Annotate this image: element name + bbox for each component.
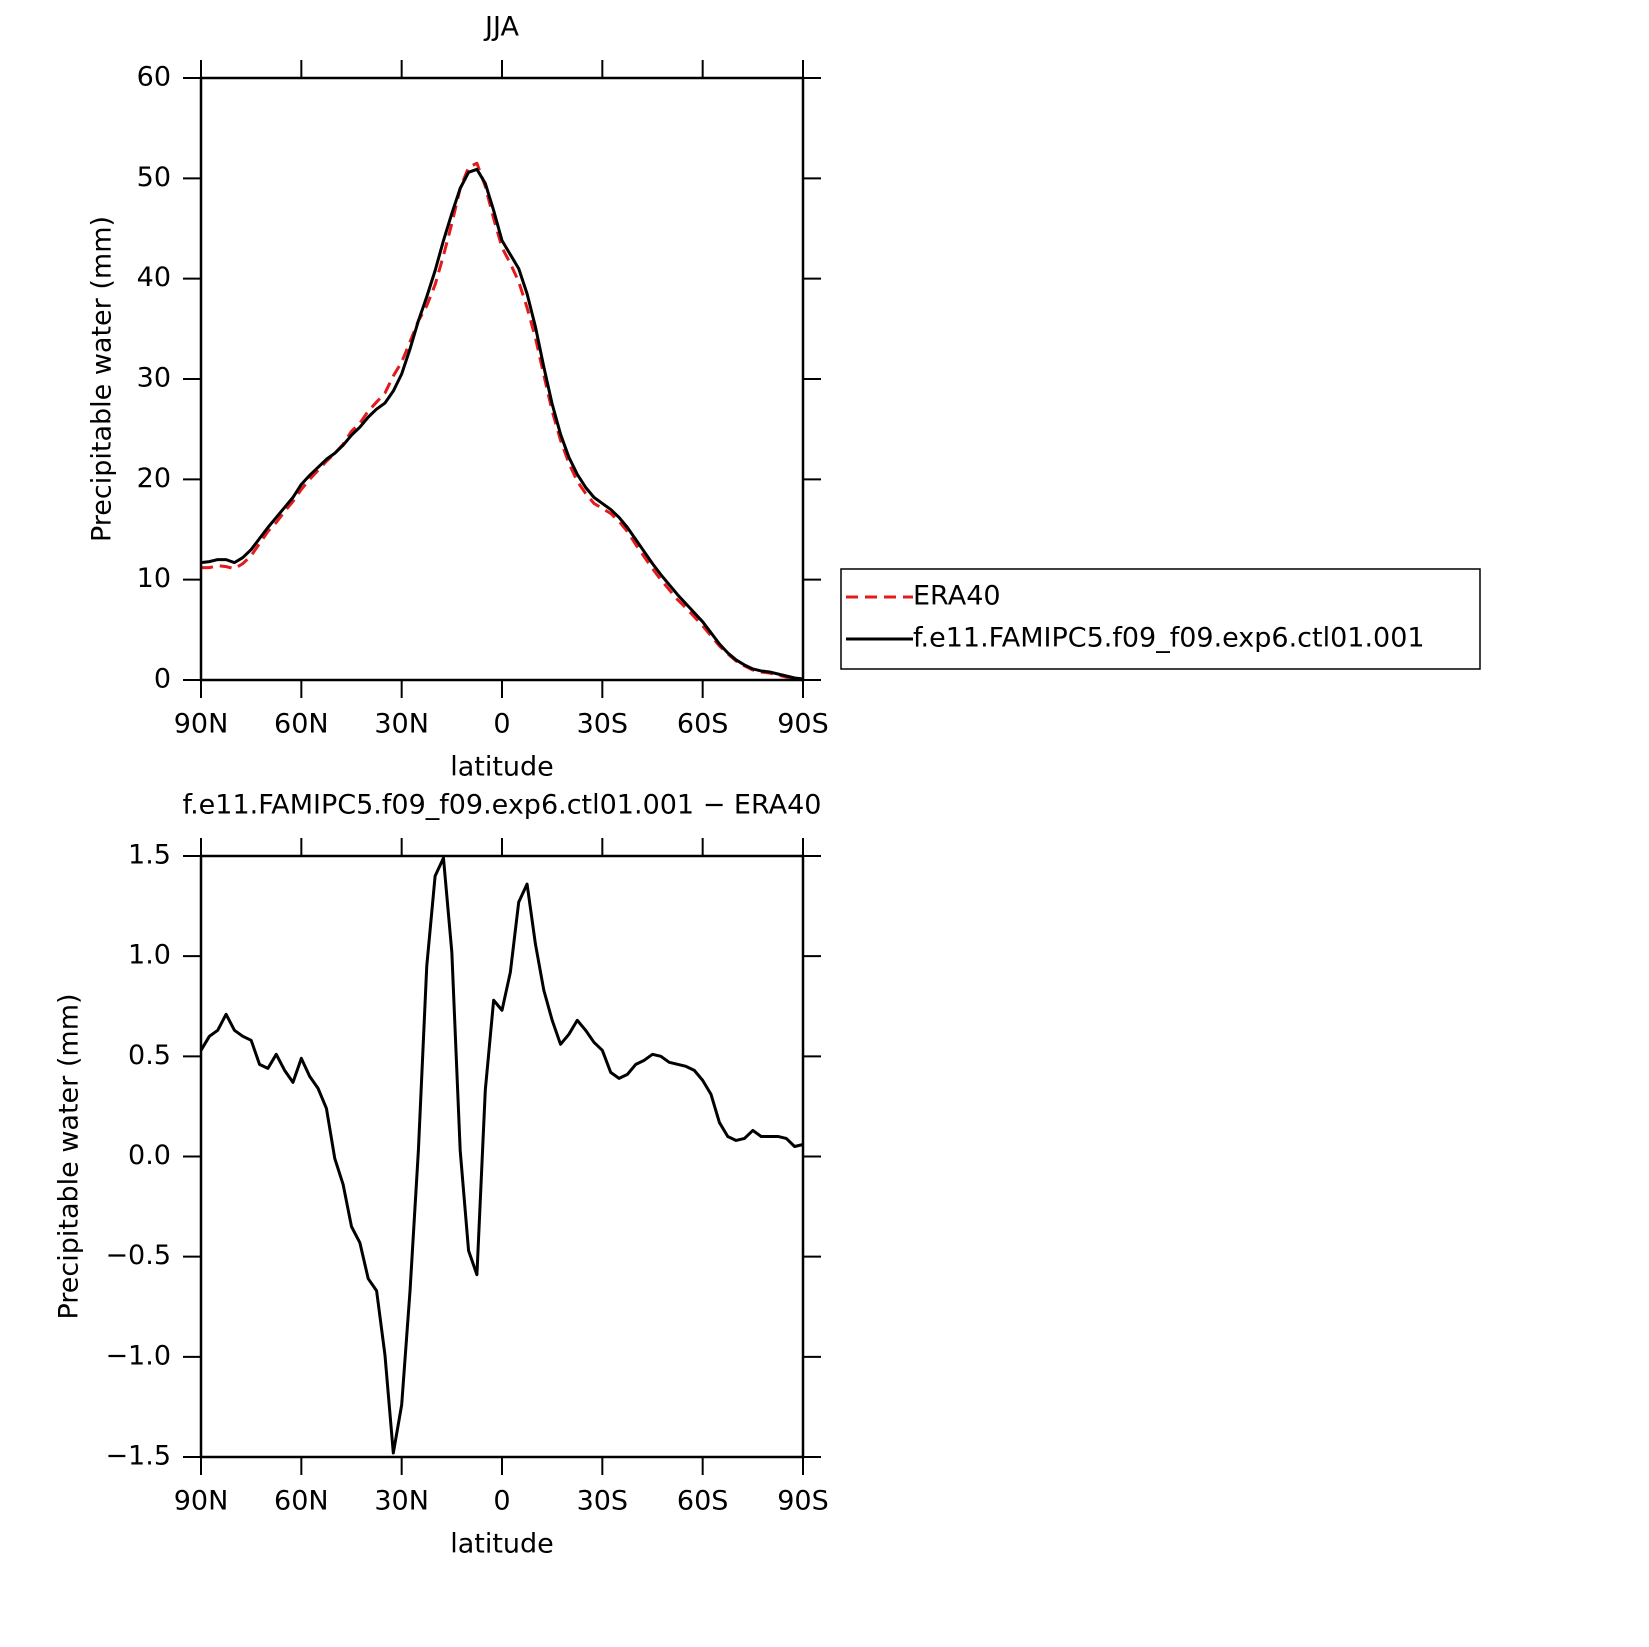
x-tick-label: 90N: [174, 709, 229, 740]
plot-frame: [199, 76, 805, 682]
x-tick-label: 30N: [374, 709, 429, 740]
y-tick-label: 10: [137, 563, 171, 594]
x-tick-label: 90S: [777, 1486, 829, 1517]
x-axis-label: latitude: [450, 1529, 554, 1560]
y-tick-label: 0.5: [128, 1040, 171, 1071]
y-axis-label: Precipitable water (mm): [54, 993, 85, 1319]
x-tick-label: 30N: [374, 1486, 429, 1517]
data-line: [200, 167, 804, 681]
plot-frame: [199, 854, 805, 1459]
x-tick-label: 60N: [274, 709, 329, 740]
x-tick-label: 30S: [577, 1486, 629, 1517]
y-tick-label: 30: [137, 363, 171, 394]
chart-title: f.e11.FAMIPC5.f09_f09.exp6.ctl01.001 − E…: [183, 790, 822, 821]
y-tick-label: −1.0: [105, 1340, 171, 1371]
y-tick-label: −1.5: [105, 1441, 171, 1472]
x-tick-label: 60S: [677, 709, 729, 740]
data-line: [201, 161, 804, 682]
x-axis-label: latitude: [450, 752, 554, 783]
x-tick-label: 0: [493, 709, 510, 740]
legend-box: [840, 568, 1481, 670]
x-tick-label: 60S: [677, 1486, 729, 1517]
y-tick-label: 0: [154, 664, 171, 695]
y-tick-label: 0.0: [128, 1140, 171, 1171]
legend-label: f.e11.FAMIPC5.f09_f09.exp6.ctl01.001: [913, 623, 1425, 654]
y-tick-label: 20: [137, 463, 171, 494]
y-tick-label: 1.0: [128, 940, 171, 971]
y-axis-label: Precipitable water (mm): [87, 216, 118, 542]
legend-label: ERA40: [913, 581, 1001, 612]
y-tick-label: −0.5: [105, 1240, 171, 1271]
chart-title: JJA: [483, 12, 519, 43]
x-tick-label: 90S: [777, 709, 829, 740]
y-tick-label: 1.5: [128, 840, 171, 871]
x-tick-label: 90N: [174, 1486, 229, 1517]
y-tick-label: 40: [137, 262, 171, 293]
x-tick-label: 0: [493, 1486, 510, 1517]
y-tick-label: 60: [137, 62, 171, 93]
y-tick-label: 50: [137, 162, 171, 193]
x-tick-label: 60N: [274, 1486, 329, 1517]
data-line: [199, 856, 804, 1455]
x-tick-label: 30S: [577, 709, 629, 740]
